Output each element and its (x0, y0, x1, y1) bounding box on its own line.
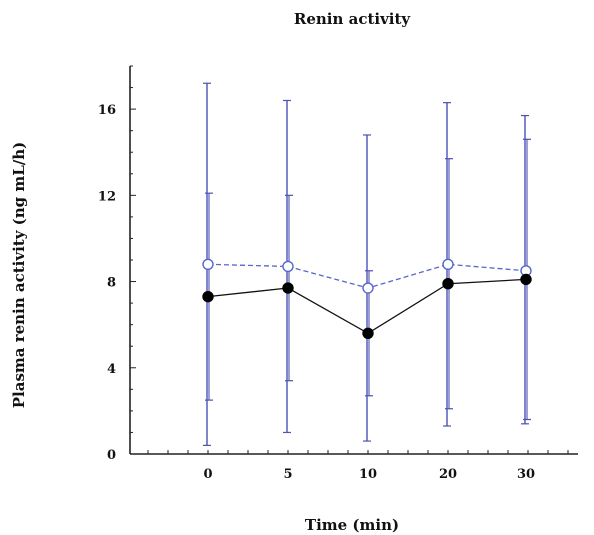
filled-circle-marker (520, 273, 532, 286)
axes: 0 4 8 12 16 0 5 10 20 30 (98, 65, 578, 482)
x-tick-label: 0 (203, 467, 212, 482)
filled-circle-marker (442, 278, 454, 290)
y-tick-label: 4 (107, 362, 116, 377)
y-axis-title: Plasma renin activity (ng mL/h) (10, 142, 28, 409)
x-tick-label: 10 (359, 467, 377, 482)
open-circle-marker (282, 260, 294, 273)
error-bars (203, 82, 531, 446)
y-tick-label: 0 (107, 448, 116, 463)
x-axis-title: Time (min) (305, 516, 399, 534)
y-tick-label: 12 (98, 189, 116, 204)
open-circle-marker (442, 258, 454, 271)
y-tick-label: 16 (98, 103, 116, 118)
markers (202, 258, 532, 339)
filled-circle-marker (282, 282, 294, 294)
open-circle-marker (362, 282, 374, 294)
x-tick-label: 20 (439, 467, 457, 482)
x-tick-label: 30 (517, 467, 535, 482)
y-tick-label: 8 (107, 276, 116, 291)
chart-title: Renin activity (294, 10, 412, 28)
filled-circle-marker (362, 327, 374, 339)
filled-circle-marker (202, 290, 214, 303)
open-circle-marker (202, 258, 214, 271)
x-tick-label: 5 (283, 467, 292, 482)
